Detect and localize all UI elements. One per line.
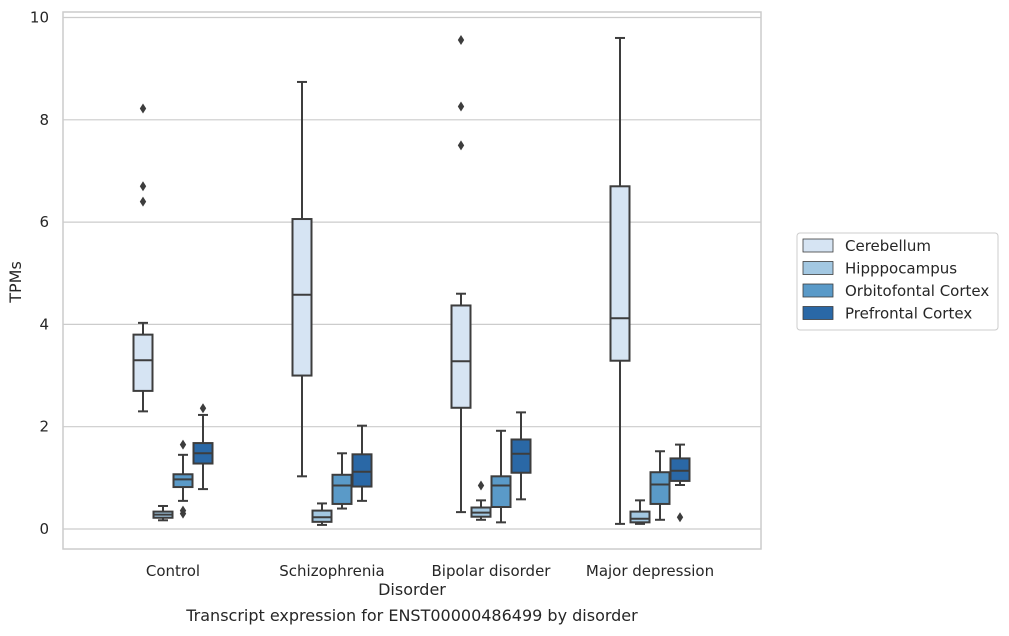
legend-swatch xyxy=(802,283,834,298)
legend-swatch xyxy=(802,238,834,253)
box xyxy=(609,185,631,362)
x-tick-label: Control xyxy=(146,562,200,580)
chart-caption: Transcript expression for ENST0000048649… xyxy=(186,606,638,625)
box-group xyxy=(351,424,373,502)
legend-label: Prefrontal Cortex xyxy=(845,305,972,323)
outlier-point xyxy=(139,103,147,114)
grid-lines xyxy=(63,16,761,530)
outlier-point xyxy=(477,480,485,491)
box xyxy=(291,218,313,377)
box xyxy=(629,510,651,524)
box xyxy=(311,509,333,523)
y-tick-label: 0 xyxy=(39,520,49,538)
box-group xyxy=(291,80,313,478)
legend-swatch xyxy=(802,306,834,320)
outlier-point xyxy=(199,403,207,414)
legend-items: Cerebellum Hipppocampus Orbitofontal Corte… xyxy=(802,237,989,323)
box-group xyxy=(192,403,214,491)
x-tick-label: Major depression xyxy=(586,562,714,580)
legend-frame xyxy=(796,232,999,331)
box-group xyxy=(132,103,154,413)
box xyxy=(450,304,472,409)
x-tick-label: Schizophrenia xyxy=(279,562,384,580)
y-tick-labels: 0 2 4 6 8 10 xyxy=(30,9,49,539)
outlier-point xyxy=(676,512,684,523)
box-group xyxy=(450,35,472,514)
legend: Cerebellum Hipppocampus Orbitofontal Corte… xyxy=(796,232,999,331)
box xyxy=(669,457,691,482)
boxes xyxy=(132,35,691,526)
box-group xyxy=(470,480,492,521)
y-tick-label: 6 xyxy=(39,213,49,231)
x-tick-labels: Control Schizophrenia Bipolar disorder Majo… xyxy=(146,562,714,580)
y-tick-label: 8 xyxy=(39,111,49,129)
y-tick-label: 2 xyxy=(39,418,49,436)
box xyxy=(331,473,353,505)
box-group xyxy=(152,504,174,522)
outlier-point xyxy=(457,140,465,151)
y-axis-label: TPMs xyxy=(6,261,25,304)
legend-label: Cerebellum xyxy=(845,237,931,255)
box-group xyxy=(609,36,631,525)
box-group xyxy=(331,452,353,510)
box xyxy=(510,438,532,474)
box-group xyxy=(490,429,512,524)
legend-swatch xyxy=(802,261,834,275)
box-group xyxy=(172,439,194,519)
box-group xyxy=(629,499,651,525)
y-tick-label: 10 xyxy=(30,9,49,27)
box xyxy=(351,453,373,488)
box xyxy=(649,471,671,505)
outlier-point xyxy=(457,101,465,112)
plot-frame xyxy=(62,11,762,550)
box xyxy=(132,333,154,392)
box xyxy=(490,475,512,509)
x-tick-label: Bipolar disorder xyxy=(432,562,552,580)
box-group xyxy=(311,502,333,526)
outlier-point xyxy=(139,181,147,192)
x-axis-label: Disorder xyxy=(378,580,446,599)
outlier-point xyxy=(179,439,187,450)
legend-label: Hipppocampus xyxy=(845,260,957,278)
box xyxy=(172,473,194,489)
legend-label: Orbitofontal Cortex xyxy=(845,282,989,300)
outlier-point xyxy=(179,505,187,516)
box-group xyxy=(649,450,671,521)
box-group xyxy=(510,411,532,501)
box-group xyxy=(669,443,691,523)
outlier-point xyxy=(457,35,465,46)
outlier-point xyxy=(139,196,147,207)
y-tick-label: 4 xyxy=(39,315,49,333)
